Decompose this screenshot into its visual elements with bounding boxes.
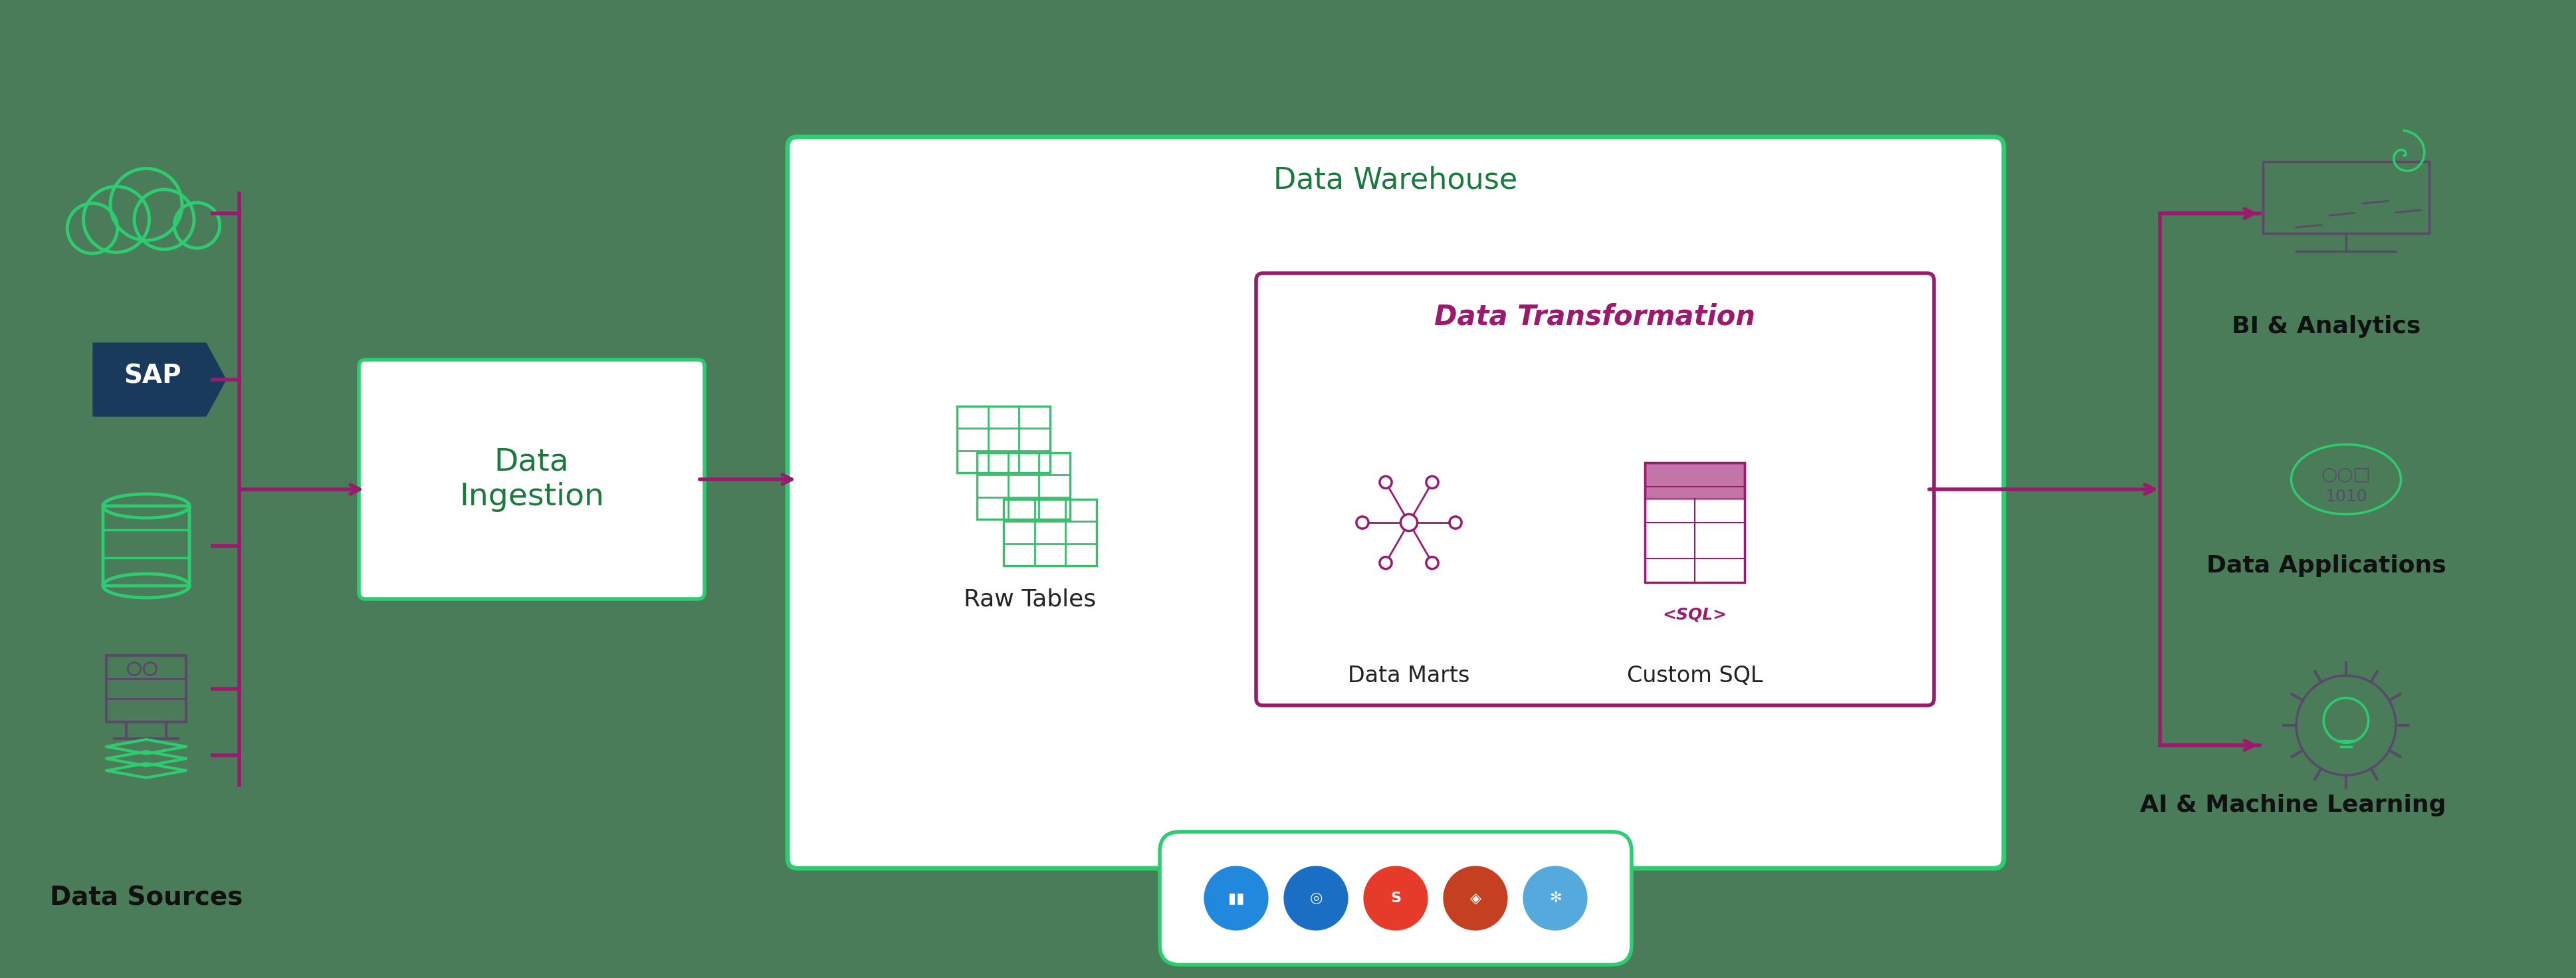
Circle shape: [1203, 865, 1270, 931]
Bar: [976, 453, 1069, 519]
Text: Data Warehouse: Data Warehouse: [1273, 166, 1517, 195]
Bar: [958, 406, 1051, 472]
Text: ▮▮: ▮▮: [1229, 892, 1244, 905]
Circle shape: [1363, 865, 1430, 931]
Text: ◎: ◎: [1309, 892, 1321, 905]
Text: Raw Tables: Raw Tables: [963, 588, 1097, 610]
Text: Custom SQL: Custom SQL: [1628, 664, 1762, 687]
Text: ✻: ✻: [1548, 892, 1561, 905]
Bar: [2262, 161, 2429, 234]
Text: Data
Ingestion: Data Ingestion: [459, 447, 605, 511]
Text: ○○□: ○○□: [2321, 466, 2370, 484]
Text: Data Sources: Data Sources: [49, 886, 242, 911]
Polygon shape: [93, 343, 227, 417]
Text: BI & Analytics: BI & Analytics: [2231, 315, 2421, 337]
FancyBboxPatch shape: [788, 137, 2004, 868]
Text: 1010: 1010: [2326, 489, 2367, 505]
Text: AI & Machine Learning: AI & Machine Learning: [2141, 794, 2445, 817]
FancyBboxPatch shape: [1257, 273, 1935, 705]
Circle shape: [1522, 865, 1589, 931]
Bar: [1646, 463, 1744, 583]
Bar: [1646, 463, 1744, 499]
Circle shape: [1443, 865, 1510, 931]
FancyBboxPatch shape: [358, 360, 703, 600]
Text: <SQL>: <SQL>: [1662, 606, 1726, 622]
Bar: [106, 655, 185, 722]
Text: SAP: SAP: [124, 364, 183, 389]
Text: Data Applications: Data Applications: [2205, 555, 2447, 577]
Text: Data Transformation: Data Transformation: [1435, 302, 1757, 331]
FancyBboxPatch shape: [1159, 831, 1631, 964]
Circle shape: [1283, 865, 1350, 931]
Text: Data Marts: Data Marts: [1347, 664, 1471, 687]
Bar: [1005, 500, 1097, 566]
Text: ◈: ◈: [1471, 892, 1481, 905]
Text: S: S: [1391, 892, 1401, 905]
